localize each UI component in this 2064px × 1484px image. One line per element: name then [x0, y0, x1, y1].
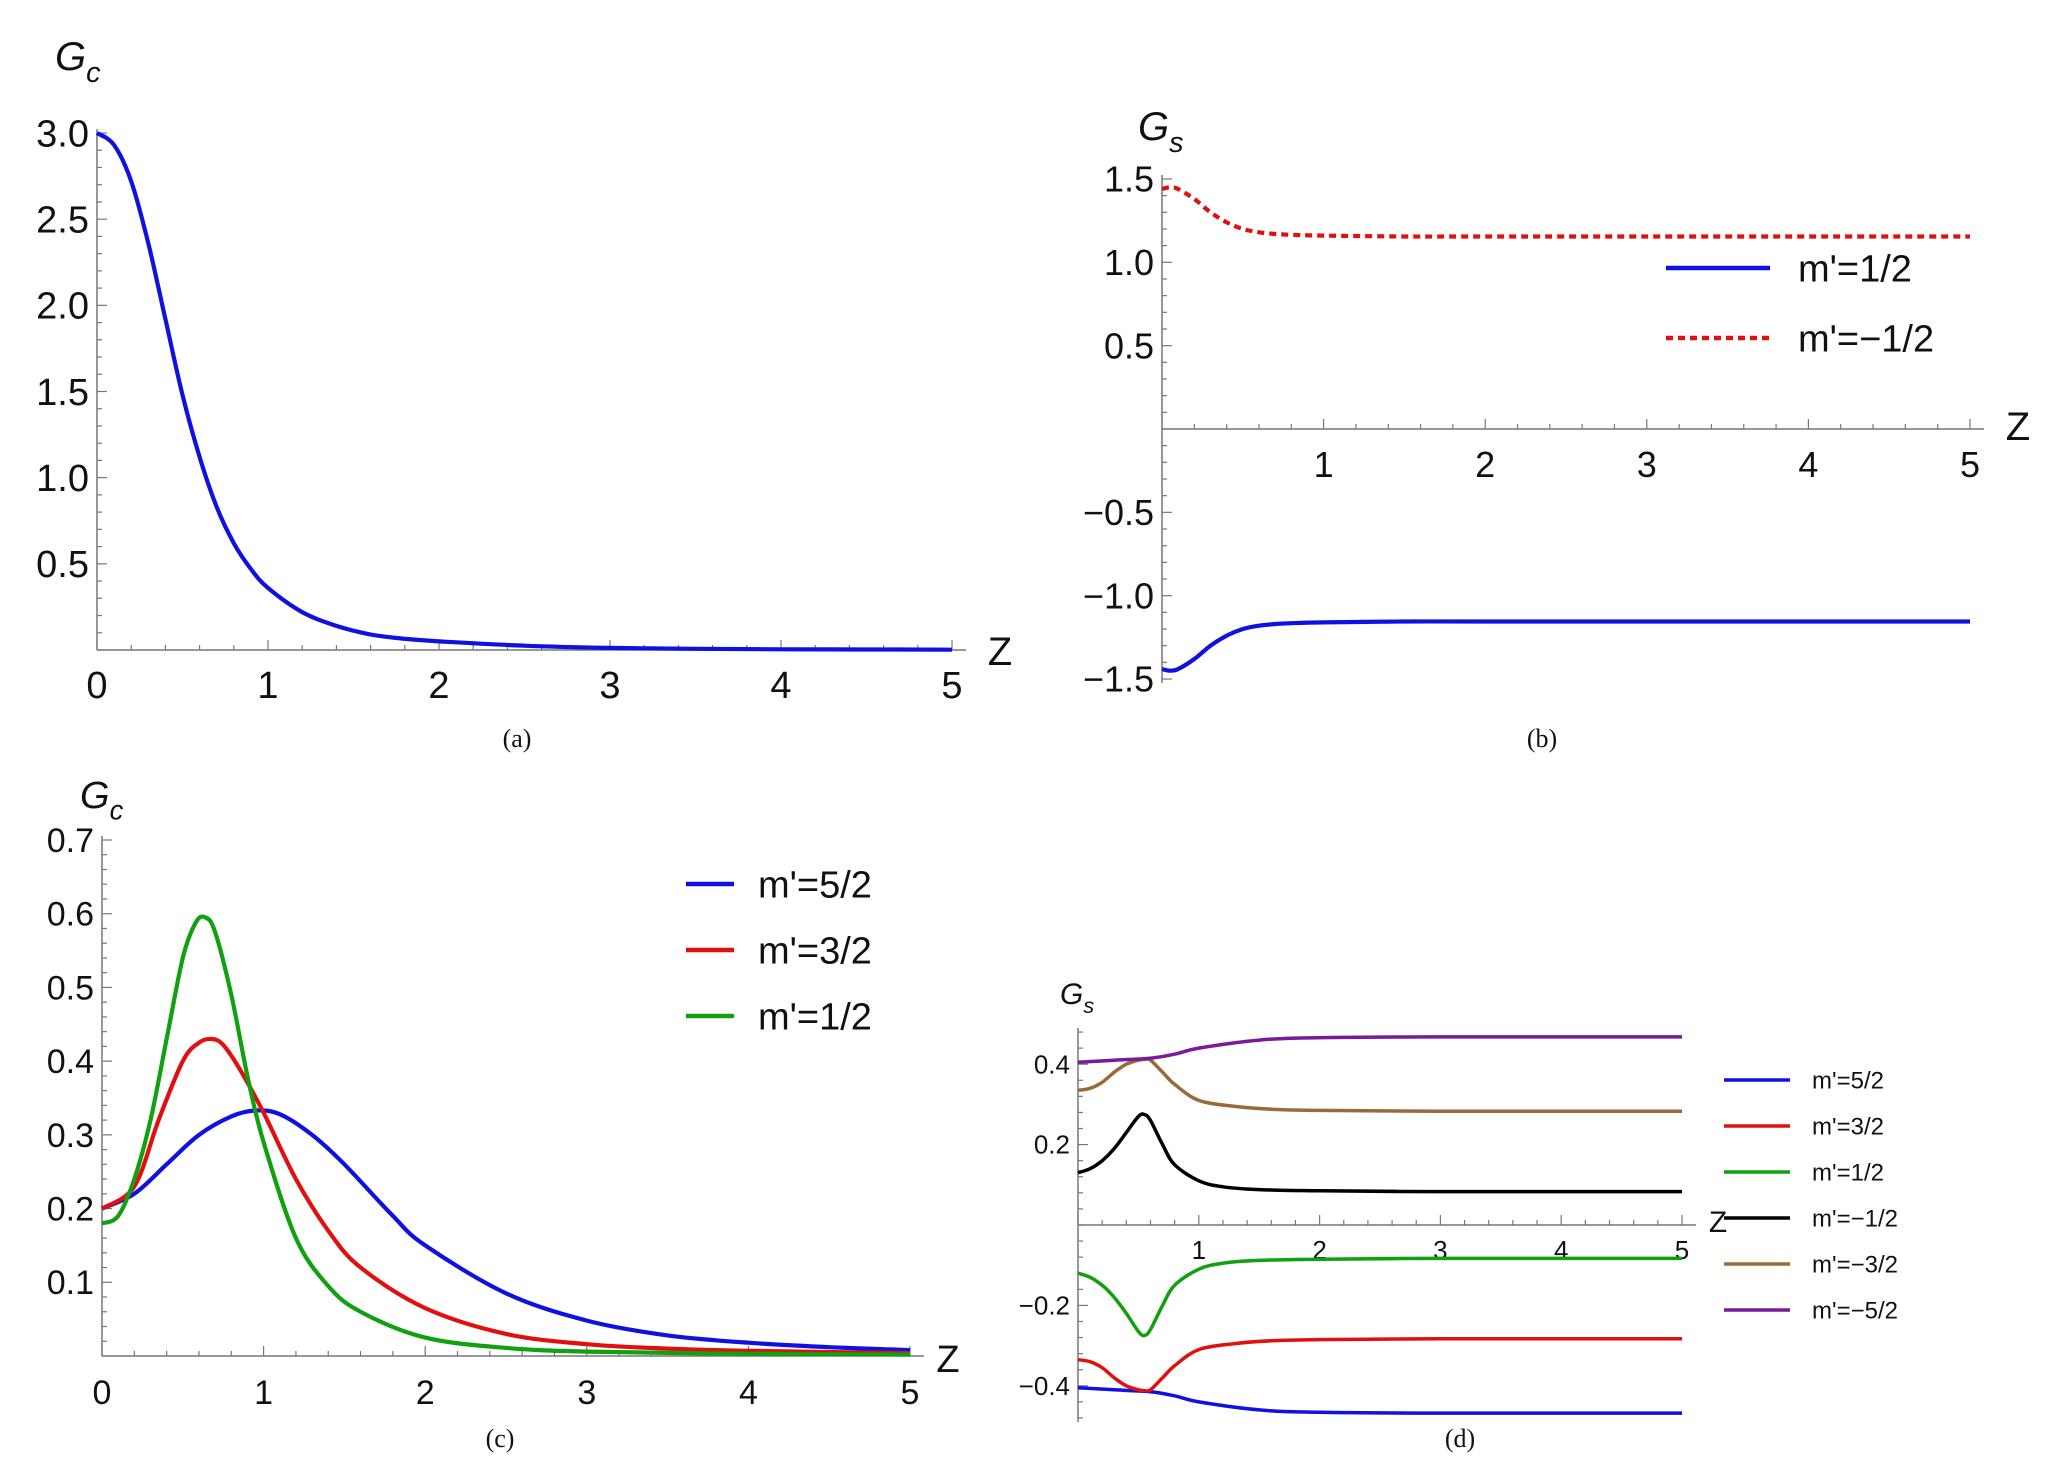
- x-tick-label: 1: [1314, 444, 1334, 485]
- y-tick-label: −0.4: [1019, 1371, 1070, 1401]
- y-tick-label: 0.7: [47, 822, 94, 860]
- y-tick-label: −0.2: [1019, 1291, 1070, 1321]
- x-tick-label: 2: [428, 665, 449, 707]
- panel-caption: (a): [503, 724, 532, 753]
- legend: m'=1/2 m'=−1/2: [1666, 248, 1934, 360]
- x-tick-label: 3: [599, 665, 620, 707]
- x-tick-label: 5: [1960, 444, 1980, 485]
- series-line-4: [1077, 1112, 1682, 1194]
- y-tick-label: 0.2: [47, 1190, 94, 1228]
- legend-label: m'=−5/2: [1812, 1297, 1898, 1324]
- y-tick-label: 0.1: [47, 1264, 94, 1302]
- legend-label: m'=−1/2: [1798, 318, 1934, 360]
- x-tick-label: 0: [93, 1374, 112, 1412]
- x-axis-label: Z: [936, 1339, 959, 1381]
- panel-c: 0 1 2 3 4 50.10.20.30.40.50.60.7GcZ(c)m'=5/2m…: [47, 775, 960, 1453]
- panel-caption: (c): [486, 1424, 515, 1453]
- series-line-1: [101, 1108, 911, 1353]
- y-tick-label: 1.0: [1104, 242, 1154, 283]
- y-tick-label: 2.0: [36, 286, 89, 328]
- x-tick-label: 4: [1798, 444, 1818, 485]
- x-tick-label: 3: [577, 1374, 596, 1412]
- y-axis-label-subscript: s: [1083, 993, 1094, 1018]
- legend-label: m'=−1/2: [1812, 1205, 1898, 1232]
- y-tick-label: −1.5: [1083, 659, 1154, 700]
- series-line-1: [95, 131, 953, 652]
- y-axis-label-subscript: c: [86, 57, 101, 89]
- y-tick-label: 1.5: [1104, 159, 1154, 200]
- x-tick-label: 3: [1637, 444, 1657, 485]
- y-tick-label: 0.5: [36, 544, 89, 586]
- x-tick-label: 4: [770, 665, 791, 707]
- y-tick-label: −0.5: [1083, 492, 1154, 533]
- y-tick-label: 0.5: [47, 969, 94, 1007]
- legend-label: m'=3/2: [758, 930, 872, 972]
- y-axis-label-subscript: s: [1169, 127, 1183, 159]
- y-tick-label: 0.6: [47, 896, 94, 934]
- panel-d: 1 2 3 4 5−0.4−0.20.20.4GsZ(d)m'=5/2m'=3/2m'=…: [1019, 978, 1898, 1453]
- y-tick-label: 3.0: [36, 113, 89, 155]
- x-tick-label: 0: [86, 665, 107, 707]
- y-tick-label: 0.3: [47, 1117, 94, 1155]
- series-line-5: [1077, 1057, 1682, 1114]
- legend-label: m'=−3/2: [1812, 1251, 1898, 1278]
- x-tick-label: 4: [739, 1374, 758, 1412]
- y-tick-label: 2.5: [36, 199, 89, 241]
- series-line-6: [1077, 1035, 1682, 1064]
- y-tick-label: 1.0: [36, 458, 89, 500]
- legend-label: m'=1/2: [1798, 248, 1912, 290]
- y-tick-label: −1.0: [1083, 575, 1154, 616]
- y-tick-label: 0.4: [47, 1043, 94, 1081]
- series-line-1: [1161, 619, 1970, 673]
- y-tick-label: 0.5: [1104, 325, 1154, 366]
- x-tick-label: 5: [1675, 1235, 1689, 1265]
- series-line-2: [100, 1036, 911, 1356]
- series-line-2: [1077, 1336, 1682, 1393]
- series-line-3: [101, 914, 911, 1357]
- legend-label: m'=1/2: [758, 996, 872, 1038]
- x-tick-label: 5: [941, 665, 962, 707]
- x-tick-label: 5: [901, 1374, 920, 1412]
- y-tick-label: 0.2: [1034, 1130, 1070, 1160]
- x-tick-label: 1: [1192, 1235, 1206, 1265]
- y-axis-label-subscript: c: [110, 794, 124, 825]
- x-tick-label: 1: [254, 1374, 273, 1412]
- x-axis-label: Z: [1709, 1206, 1727, 1239]
- legend-label: m'=1/2: [1812, 1159, 1884, 1186]
- x-axis-label: Z: [2006, 405, 2030, 449]
- x-tick-label: 3: [1433, 1235, 1447, 1265]
- x-tick-label: 1: [257, 665, 278, 707]
- panel-b: 1 2 3 4 5−1.5−1.0−0.50.51.01.5GsZ(b)m'=1/2m'…: [1083, 105, 2030, 753]
- x-axis-label: Z: [988, 630, 1012, 674]
- x-tick-label: 2: [1475, 444, 1495, 485]
- legend: m'=5/2 m'=3/2 m'=1/2 m'=−1/2 m'=−3/2 m'=−5/2: [1724, 1067, 1898, 1324]
- legend-label: m'=5/2: [1812, 1067, 1884, 1094]
- panel-caption: (d): [1445, 1424, 1475, 1453]
- panel-caption: (b): [1527, 724, 1557, 753]
- y-tick-label: 0.4: [1034, 1049, 1070, 1079]
- x-tick-label: 2: [416, 1374, 435, 1412]
- y-tick-label: 1.5: [36, 372, 89, 414]
- x-tick-label: 4: [1554, 1235, 1568, 1265]
- legend: m'=5/2 m'=3/2 m'=1/2: [686, 864, 872, 1038]
- series-line-3: [1077, 1256, 1682, 1338]
- legend-label: m'=5/2: [758, 864, 872, 906]
- legend-label: m'=3/2: [1812, 1113, 1884, 1140]
